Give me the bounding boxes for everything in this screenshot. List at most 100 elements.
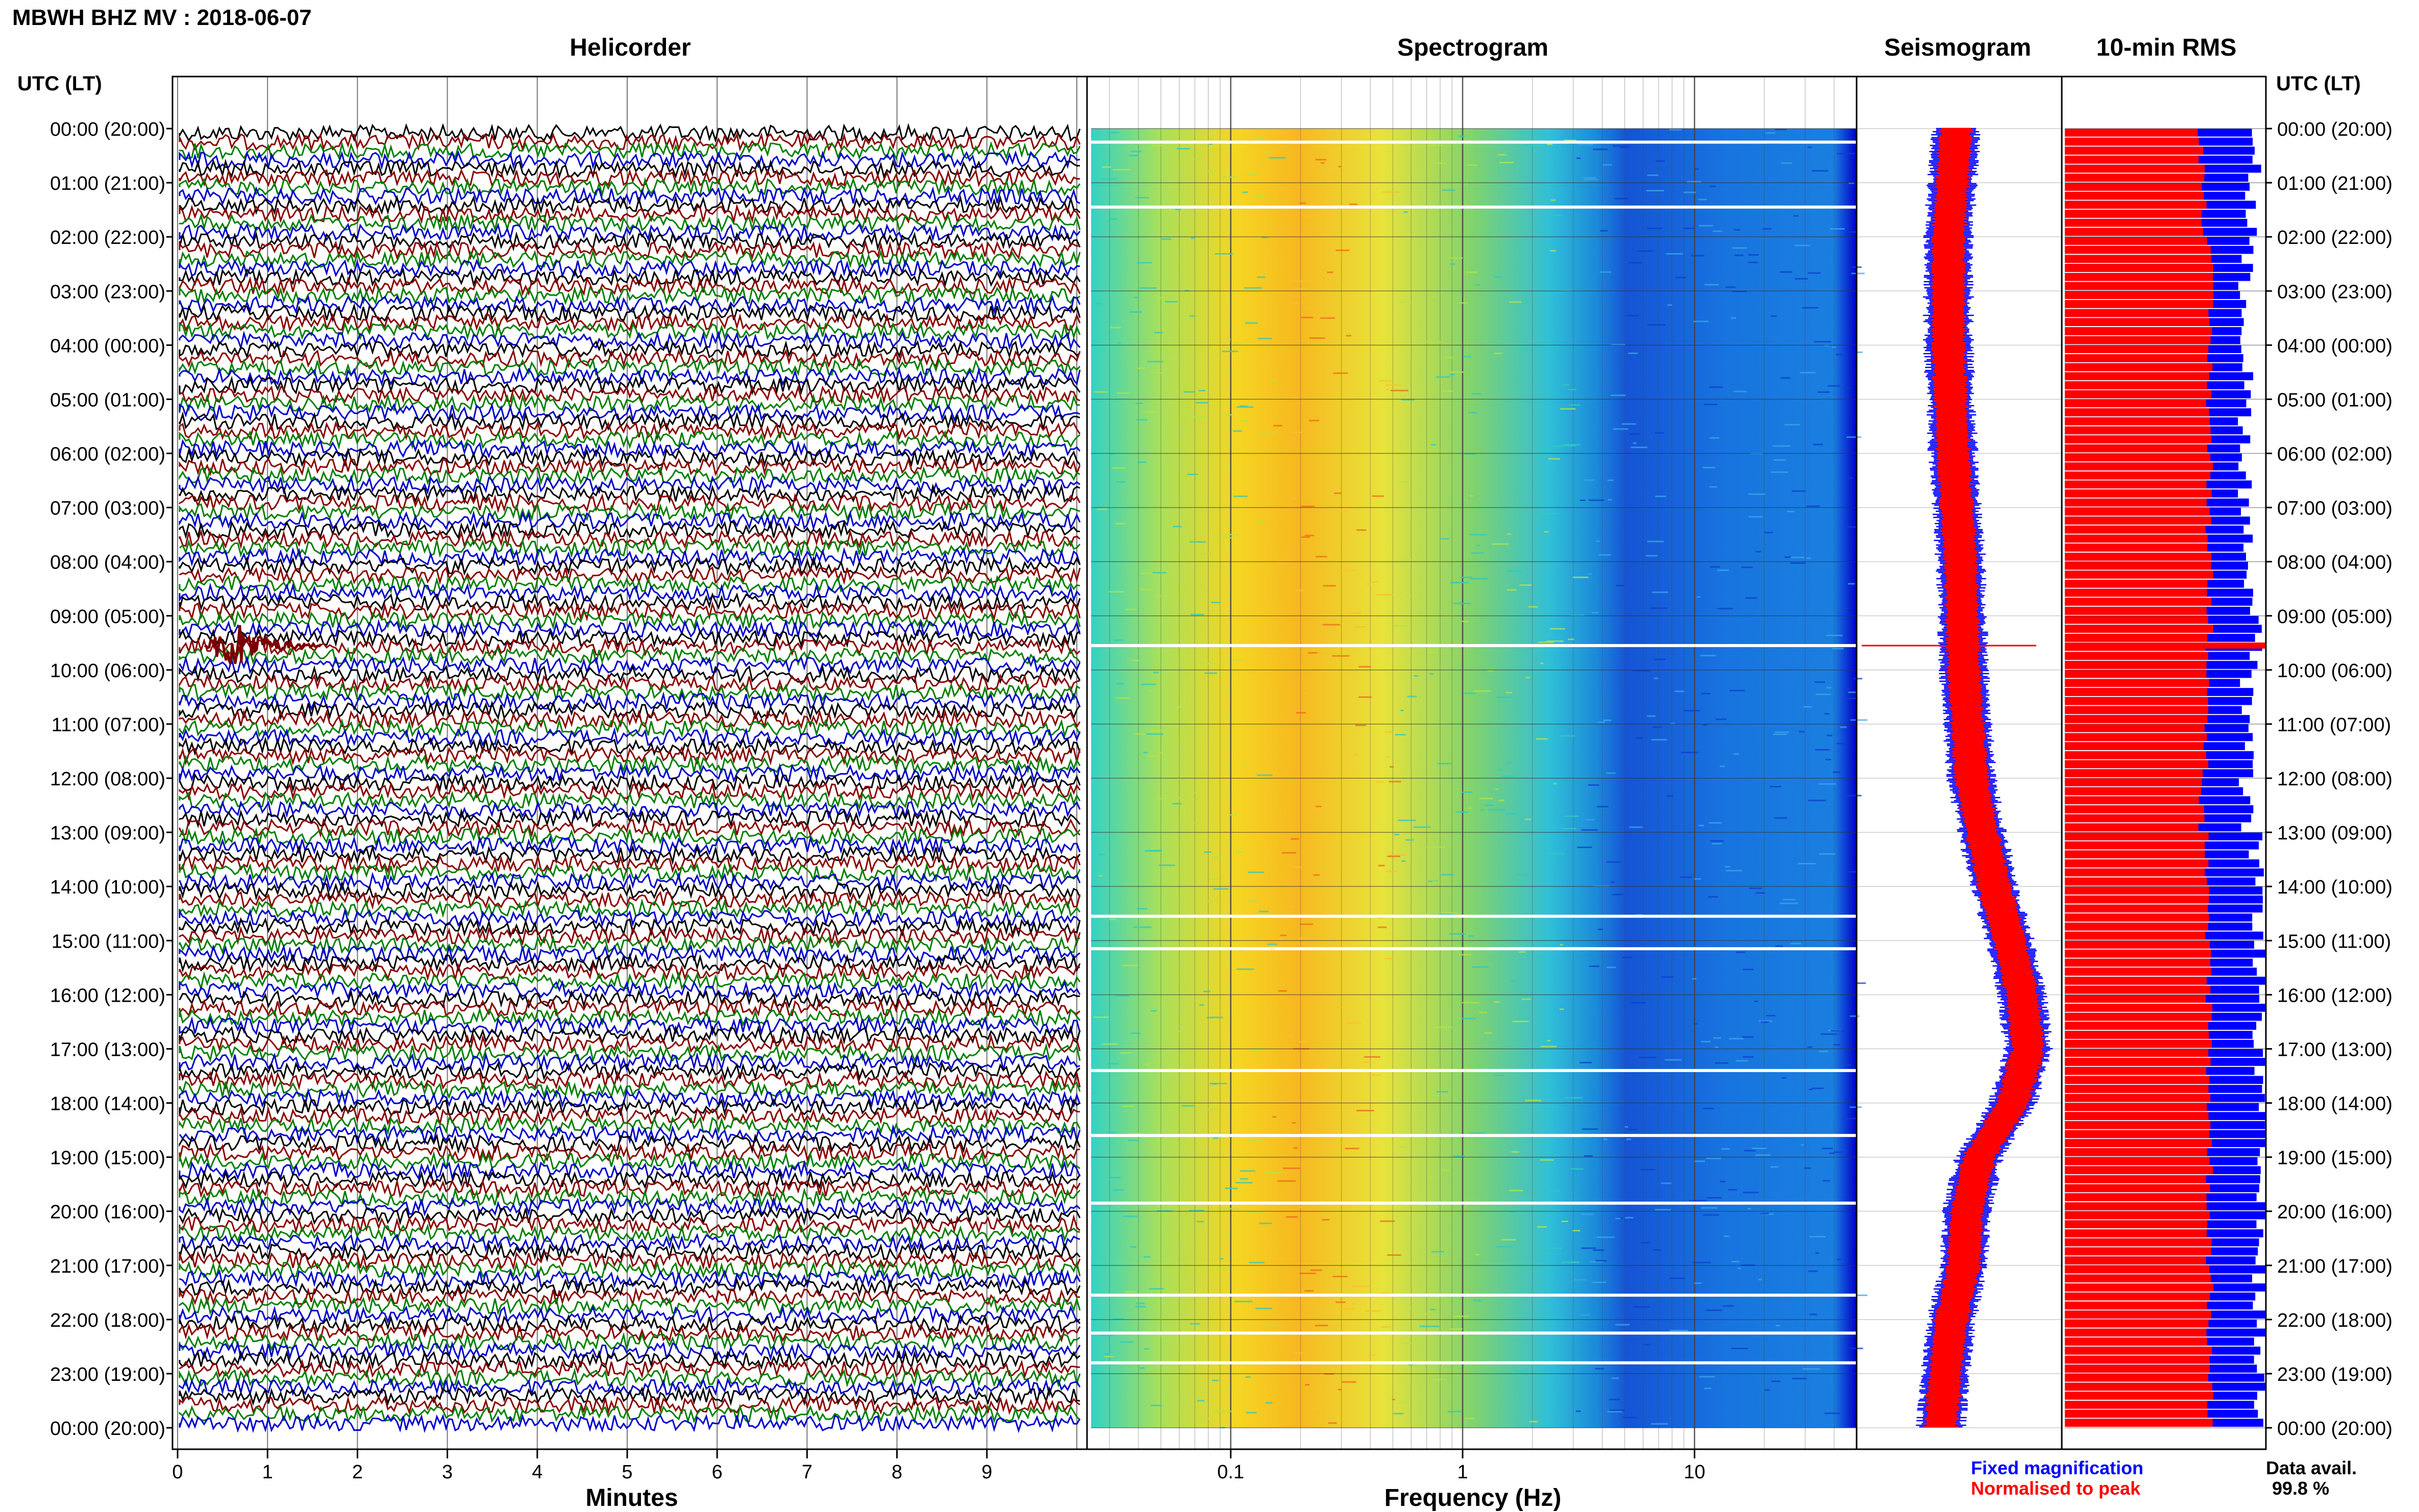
- spectrogram-texture: [1258, 522, 1264, 523]
- spectrogram-texture: [1125, 609, 1137, 610]
- spectrogram-texture: [1471, 552, 1484, 554]
- spectrogram-texture: [1410, 1307, 1425, 1308]
- rms-normalised-bar: [2065, 688, 2207, 696]
- hour-label-right: 19:00 (15:00): [2277, 1148, 2392, 1169]
- spectrogram-texture: [1812, 170, 1828, 171]
- hour-label-left: 06:00 (02:00): [50, 444, 165, 465]
- spectrogram-texture: [1759, 1279, 1762, 1280]
- spectrogram-texture: [1372, 495, 1384, 497]
- spectrogram-texture: [1153, 672, 1158, 673]
- rms-normalised-bar: [2065, 1076, 2209, 1084]
- spectrogram-texture: [1337, 1007, 1342, 1008]
- spectrogram-texture: [1215, 253, 1233, 255]
- spectrogram-texture: [1322, 323, 1328, 325]
- spectrogram-texture: [1155, 596, 1171, 597]
- rms-normalised-bar: [2065, 192, 2204, 200]
- spectrogram-texture: [1400, 302, 1414, 303]
- spectrogram-texture: [1550, 250, 1556, 252]
- spectrogram-texture: [1854, 678, 1863, 679]
- spectrogram-texture: [1651, 739, 1667, 740]
- spectrogram-texture: [1742, 1036, 1754, 1038]
- rms-normalised-bar: [2065, 246, 2211, 254]
- spectrogram-texture: [1200, 663, 1217, 664]
- spectrogram-texture: [1265, 1172, 1282, 1173]
- spectrogram-texture: [1247, 1051, 1261, 1052]
- spectrogram-texture: [1212, 856, 1222, 858]
- spectrogram-texture: [1809, 1236, 1825, 1237]
- spectrogram-texture: [1143, 752, 1148, 753]
- spectrogram-texture: [1655, 495, 1666, 497]
- spectrogram-texture: [1553, 783, 1557, 784]
- rms-normalised-bar: [2065, 318, 2209, 326]
- spectrogram-texture: [1468, 808, 1471, 809]
- helicorder-trace: [180, 919, 1080, 934]
- spectrogram-texture: [1697, 596, 1700, 598]
- spectrogram-texture: [1431, 1379, 1446, 1380]
- spectrogram-texture: [1385, 958, 1393, 959]
- spectrogram-texture: [1266, 1402, 1272, 1403]
- spectrogram-texture: [1752, 1148, 1767, 1149]
- spectrogram-texture: [1579, 1314, 1590, 1316]
- hour-label-right: 08:00 (04:00): [2277, 552, 2392, 574]
- spectrogram-texture: [1641, 1242, 1651, 1244]
- spectrogram-texture: [1315, 159, 1326, 160]
- rms-normalised-bar: [2065, 309, 2208, 317]
- spectrogram-texture: [1748, 516, 1763, 517]
- rms-normalised-bar: [2065, 724, 2205, 732]
- spectrogram-texture: [1653, 1249, 1661, 1251]
- spectrogram-texture: [1792, 490, 1806, 492]
- spectrogram-texture: [1327, 271, 1333, 273]
- spectrogram-texture: [1494, 1001, 1500, 1003]
- spectrogram-texture: [1577, 144, 1593, 145]
- rms-normalised-bar: [2065, 1040, 2212, 1048]
- spectrogram-texture: [1315, 1325, 1328, 1326]
- spectrogram-texture: [1705, 284, 1719, 286]
- spectrogram-texture: [1793, 215, 1798, 217]
- spectrogram-texture: [1773, 734, 1787, 735]
- rms-normalised-bar: [2065, 417, 2210, 426]
- spectrogram-texture: [1609, 1399, 1620, 1400]
- rms-normalised-bar: [2065, 661, 2207, 669]
- spectrogram-texture: [1647, 228, 1662, 229]
- spectrogram-texture: [1734, 229, 1740, 231]
- spectrogram-texture: [1724, 1235, 1730, 1237]
- rms-normalised-bar: [2065, 454, 2210, 462]
- rms-normalised-bar: [2065, 796, 2199, 804]
- hour-label-left: 17:00 (13:00): [50, 1039, 165, 1060]
- rms-normalised-bar: [2065, 1211, 2210, 1220]
- spectrogram-texture: [1824, 1412, 1840, 1414]
- spectrogram-texture: [1191, 237, 1195, 239]
- spectrogram-texture: [1404, 1343, 1419, 1344]
- rms-normalised-bar: [2065, 1365, 2210, 1373]
- spectrogram-texture: [1637, 251, 1653, 252]
- spectrogram-texture: [1731, 1348, 1748, 1349]
- spectrogram-texture: [1356, 529, 1367, 531]
- rms-normalised-bar: [2065, 760, 2208, 769]
- rms-normalised-bar: [2065, 237, 2207, 245]
- hour-label-right: 12:00 (08:00): [2277, 769, 2392, 790]
- rms-normalised-bar: [2065, 138, 2199, 146]
- spectrogram-texture: [1413, 1237, 1419, 1238]
- rms-normalised-bar: [2065, 715, 2208, 723]
- rms-normalised-bar: [2065, 372, 2209, 380]
- rms-normalised-bar: [2065, 1310, 2211, 1319]
- hour-label-left: 13:00 (09:00): [50, 823, 165, 844]
- spectrogram-texture: [1462, 1002, 1479, 1003]
- spectrogram-texture: [1190, 541, 1206, 543]
- spectrogram-texture: [1136, 1306, 1146, 1307]
- spectrogram-texture: [1430, 673, 1434, 675]
- spectrogram-texture: [1502, 1239, 1516, 1241]
- spectrogram-texture: [1537, 1226, 1546, 1228]
- rms-normalised-bar: [2065, 1266, 2209, 1274]
- spectrogram-texture: [1419, 1326, 1435, 1327]
- spectrogram-texture: [1204, 1406, 1207, 1407]
- spectrogram-texture: [1323, 585, 1336, 587]
- spectrogram-texture: [1709, 386, 1723, 388]
- hour-label-left: 19:00 (15:00): [50, 1148, 165, 1169]
- hour-label-right: 09:00 (05:00): [2277, 606, 2392, 628]
- spectrogram-texture: [1406, 595, 1419, 597]
- spectrogram-texture: [1848, 691, 1856, 693]
- hour-label-right: 10:00 (06:00): [2277, 660, 2392, 682]
- spectrogram-texture: [1301, 536, 1310, 538]
- spectrogram-texture: [1123, 1216, 1138, 1217]
